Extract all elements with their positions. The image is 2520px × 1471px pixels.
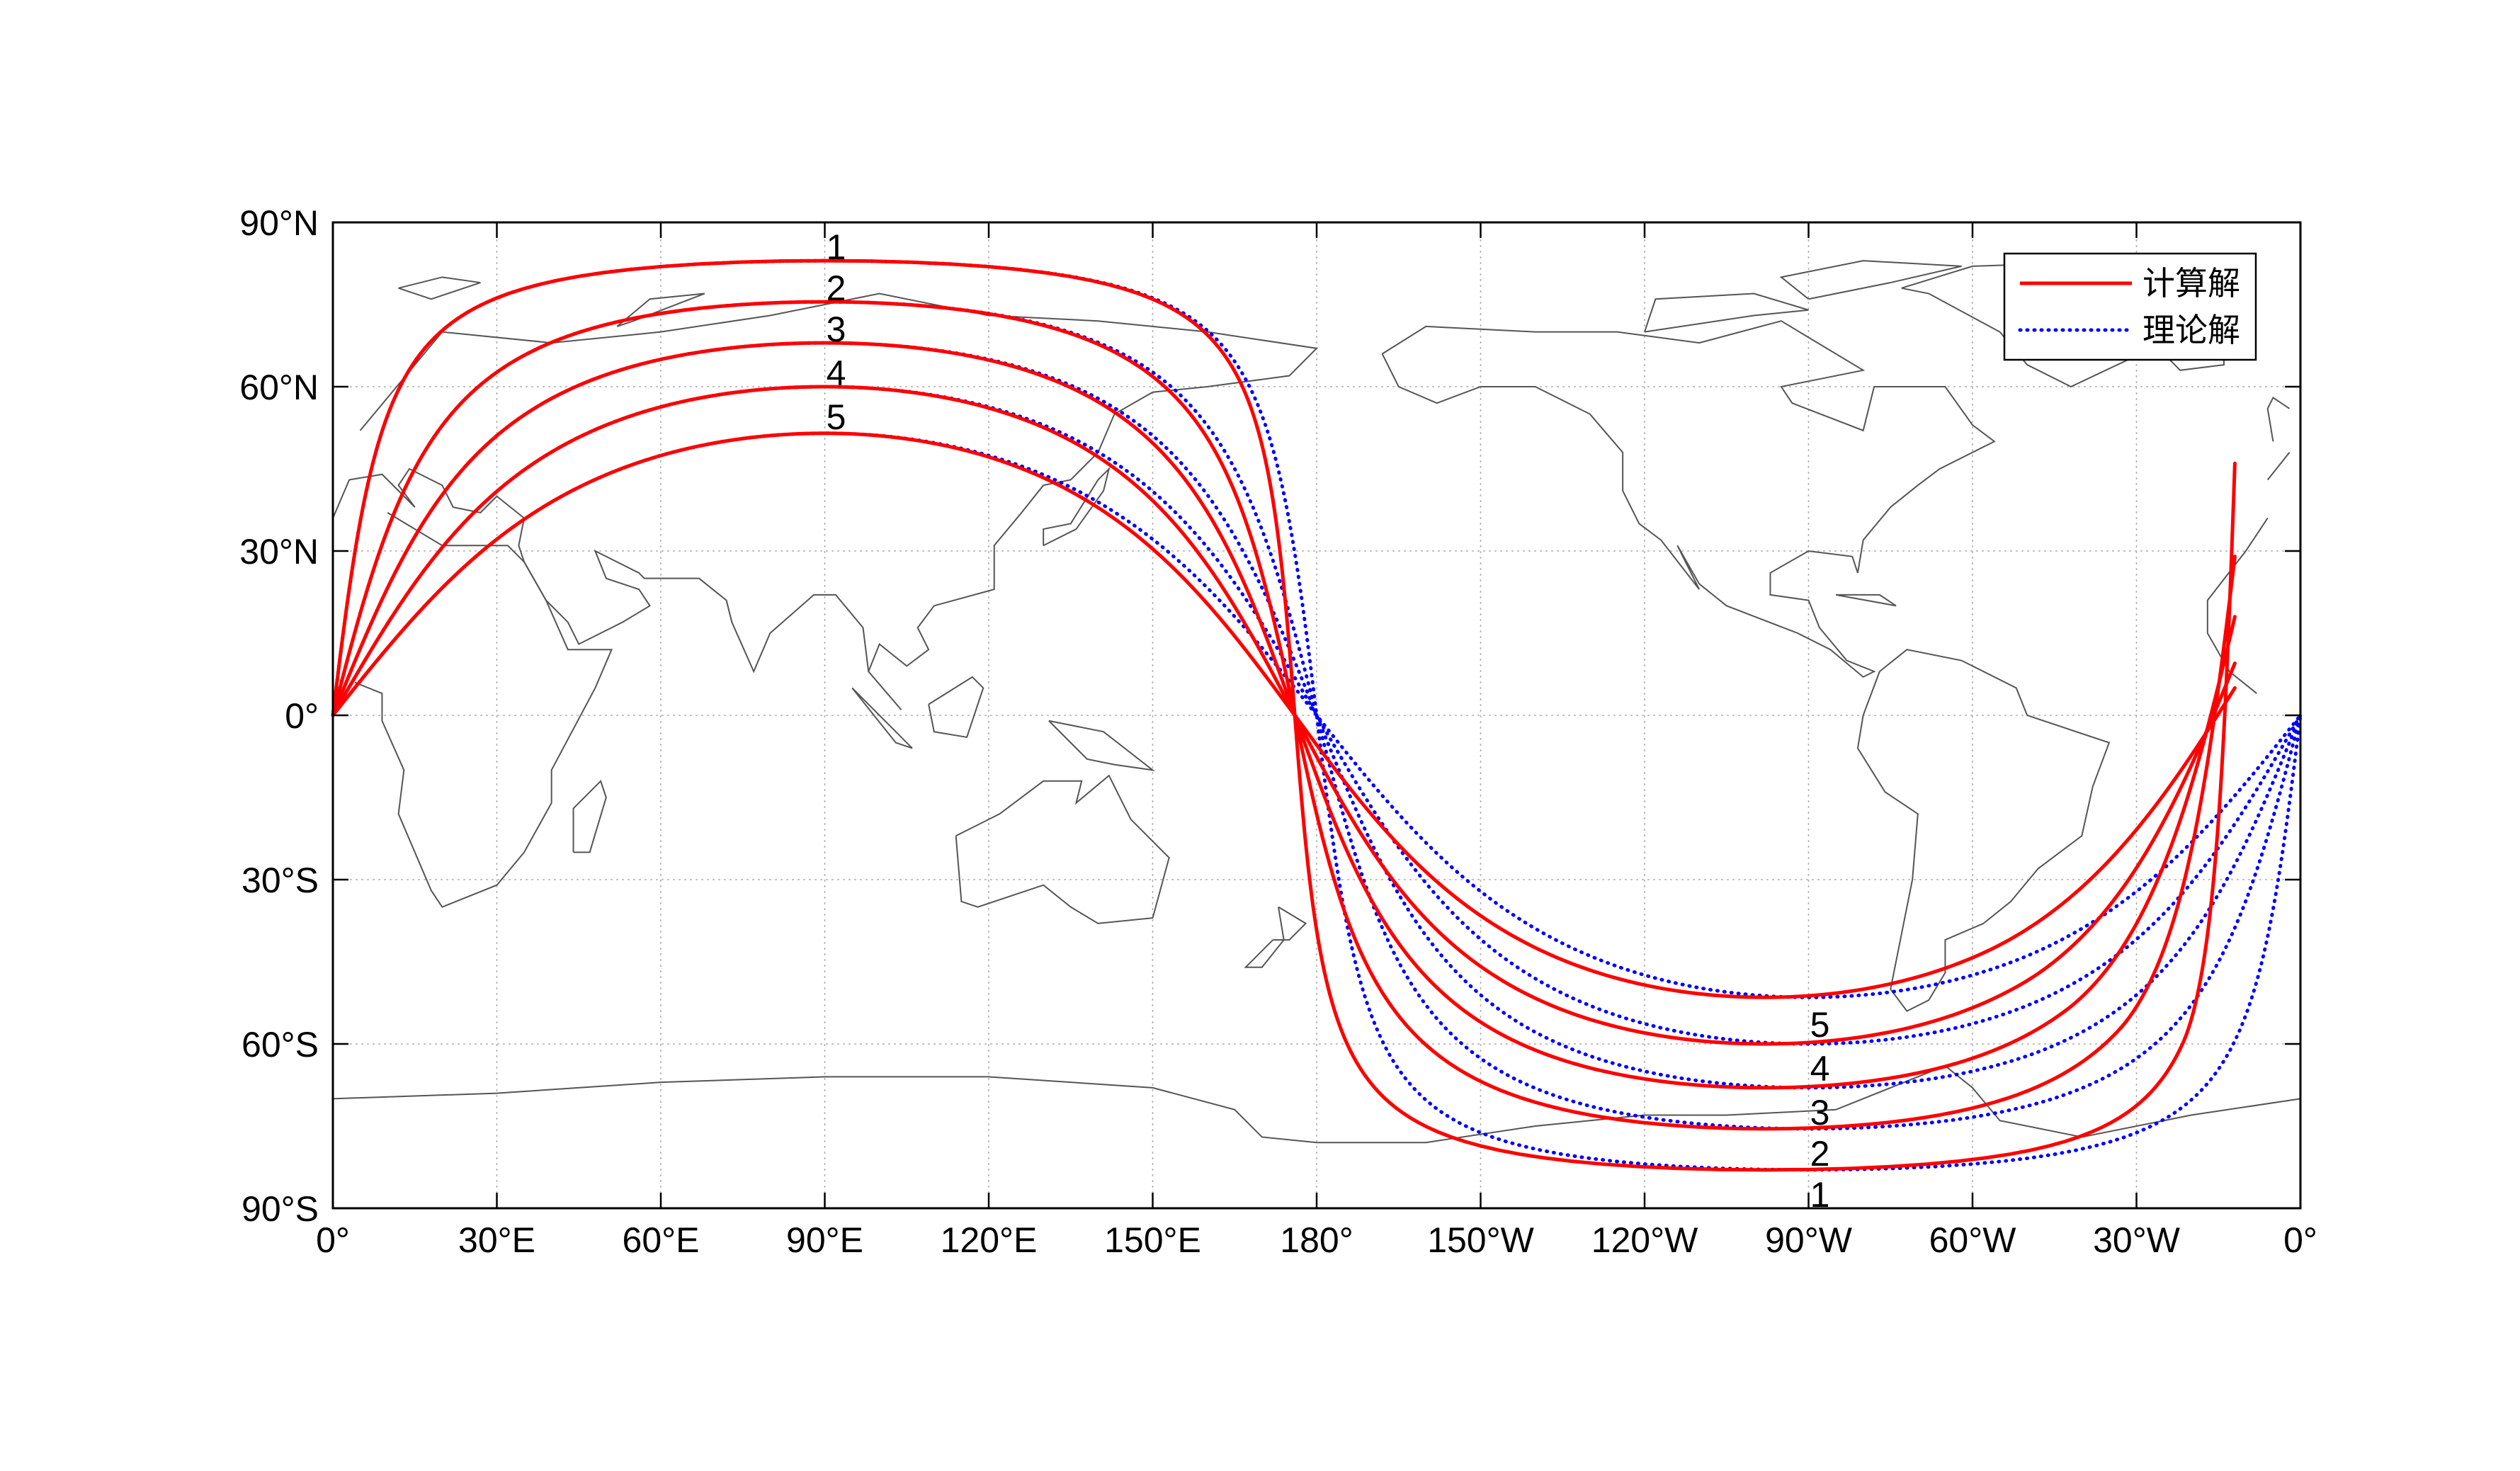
coastline: [398, 276, 481, 300]
coastline: [1779, 260, 1962, 300]
coastline: [851, 687, 913, 749]
curve-label: 4: [1810, 1049, 1830, 1089]
coastline: [616, 293, 705, 327]
legend-label-computed: 计算解: [2142, 264, 2240, 302]
curve-label: 1: [827, 227, 846, 267]
curve-label: 4: [827, 353, 846, 393]
coastline: [1048, 720, 1156, 771]
x-tick-label: 30°E: [458, 1220, 535, 1260]
x-tick-label: 60°E: [623, 1220, 700, 1260]
computed-track-5: [331, 431, 2237, 999]
coastline: [354, 512, 613, 908]
coastline: [572, 779, 607, 853]
x-tick-label: 180°: [1280, 1220, 1353, 1260]
legend: 计算解 理论解: [2003, 252, 2257, 361]
y-tick-label: 60°N: [239, 368, 319, 407]
x-tick-label: 120°W: [1591, 1220, 1698, 1260]
coastline: [2206, 518, 2269, 694]
curve-label: 5: [1810, 1005, 1830, 1045]
x-tick-label: 90°E: [786, 1220, 863, 1260]
y-tick-label: 90°S: [242, 1189, 319, 1229]
y-tick-label: 60°S: [242, 1025, 319, 1064]
coastline: [1856, 649, 2111, 1012]
y-tick-label: 90°N: [239, 203, 319, 243]
legend-label-theoretical: 理论解: [2142, 311, 2240, 349]
curve-label: 3: [1810, 1093, 1830, 1132]
axis-ticks: 0° 30°E 60°E 90°E 120°E 150°E 180° 150°W 120°W 90…: [239, 203, 2317, 1260]
computed-tracks: [331, 259, 2237, 1172]
coastline: [2266, 397, 2291, 442]
curve-label: 2: [827, 268, 846, 308]
x-tick-label: 0°: [2283, 1220, 2317, 1260]
legend-box: [2003, 252, 2257, 361]
curve-label: 5: [827, 397, 846, 437]
curve-label: 2: [1810, 1134, 1830, 1174]
coastline: [1381, 320, 1996, 678]
coastline: [928, 676, 984, 739]
coastline: [332, 1064, 2301, 1144]
x-tick-label: 30°W: [2093, 1220, 2181, 1260]
coastline: [1835, 593, 1897, 607]
x-tick-label: 90°W: [1765, 1220, 1853, 1260]
y-tick-label: 30°S: [242, 861, 319, 900]
x-tick-label: 120°E: [941, 1220, 1038, 1260]
coastline: [2266, 452, 2291, 481]
coastline: [1644, 293, 1809, 333]
coastline: [955, 774, 1170, 924]
x-tick-label: 150°W: [1427, 1220, 1534, 1260]
theoretical-track-5: [331, 431, 2303, 999]
y-tick-label: 30°N: [239, 532, 319, 572]
y-tick-label: 0°: [285, 696, 319, 736]
coastline: [1244, 939, 1285, 968]
coastline: [1043, 466, 1111, 547]
x-tick-label: 0°: [316, 1220, 350, 1260]
curve-label: 3: [827, 309, 846, 349]
coastline: [1277, 906, 1307, 941]
x-tick-label: 60°W: [1929, 1220, 2017, 1260]
x-tick-label: 150°E: [1104, 1220, 1201, 1260]
